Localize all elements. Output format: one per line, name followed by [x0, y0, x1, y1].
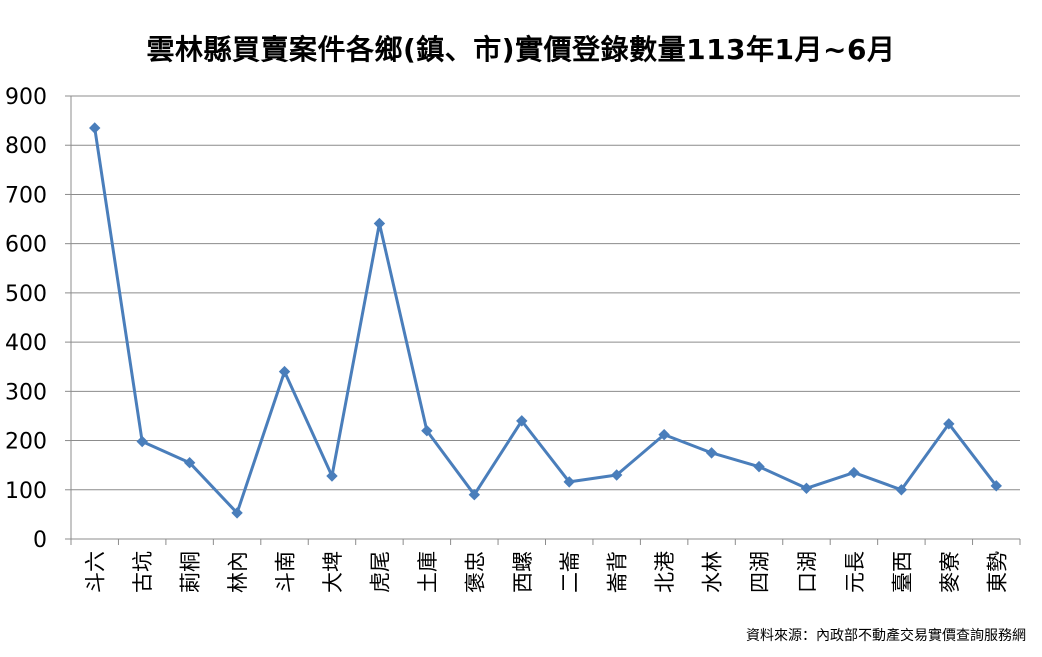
series-layer [89, 122, 1002, 519]
series-line [93, 127, 998, 515]
x-tick-label: 元長 [843, 551, 867, 593]
chart-title: 雲林縣買賣案件各鄉(鎮、市)實價登錄數量113年1月~6月 [146, 33, 896, 66]
data-point [421, 425, 433, 437]
grid-lines [71, 95, 1020, 491]
x-tick-label: 林內 [226, 551, 250, 593]
x-tick-label: 西螺 [511, 551, 535, 593]
x-tick-label: 臺西 [890, 551, 914, 593]
data-point [516, 415, 528, 427]
y-tick-label: 800 [5, 134, 47, 159]
data-point [610, 469, 623, 481]
y-tick-label: 200 [5, 430, 47, 455]
data-point [136, 435, 148, 448]
x-tick-label: 水林 [701, 551, 725, 593]
data-point [563, 476, 575, 488]
x-tick-label: 斗南 [274, 551, 298, 593]
data-point [89, 122, 101, 134]
data-point [658, 428, 670, 441]
x-tick-label: 虎尾 [368, 551, 392, 593]
data-point [753, 460, 765, 473]
y-tick-label: 700 [5, 183, 47, 208]
y-tick-label: 0 [33, 528, 47, 553]
x-tick-labels: 斗六 古坑 莿桐 林內 斗南 大埤 虎尾 土庫 褒忠 西螺 二崙 崙背 北港 水林 四湖 口湖 元長 臺西 麥寮 東勢 [84, 551, 1010, 593]
y-tick-label: 300 [5, 380, 47, 405]
x-tick-label: 土庫 [416, 551, 440, 593]
y-tick-label: 500 [5, 282, 47, 307]
x-tick-label: 東勢 [985, 551, 1009, 593]
data-point [278, 365, 291, 378]
x-tick-label: 莿桐 [179, 551, 203, 593]
x-tick-label: 崙背 [606, 551, 630, 593]
data-point [705, 447, 718, 459]
x-tick-label: 口湖 [795, 551, 819, 593]
data-point [231, 507, 243, 519]
axes [65, 95, 1021, 545]
y-tick-label: 900 [5, 85, 47, 110]
x-tick-label: 褒忠 [463, 551, 487, 593]
y-tick-label: 400 [5, 331, 47, 356]
y-tick-label: 100 [5, 479, 47, 504]
x-tick-label: 北港 [653, 551, 677, 593]
x-tick-label: 麥寮 [938, 551, 962, 593]
data-point [468, 488, 481, 501]
data-point [373, 217, 386, 230]
data-point [848, 466, 860, 479]
data-point [183, 456, 196, 469]
x-tick-label: 二崙 [558, 551, 582, 593]
data-point [326, 470, 338, 482]
y-tick-labels: 0 100 200 300 400 500 600 700 800 900 [5, 85, 47, 553]
y-tick-label: 600 [5, 233, 47, 258]
x-tick-label: 四湖 [748, 551, 772, 593]
source-note: 資料來源：內政部不動產交易實價查詢服務網 [746, 628, 1026, 644]
x-tick-label: 斗六 [84, 551, 108, 593]
data-point [943, 418, 955, 430]
x-tick-label: 古坑 [131, 551, 155, 593]
data-point [990, 480, 1002, 492]
data-point [895, 484, 908, 496]
data-point [800, 482, 813, 495]
x-tick-label: 大埤 [321, 551, 345, 593]
